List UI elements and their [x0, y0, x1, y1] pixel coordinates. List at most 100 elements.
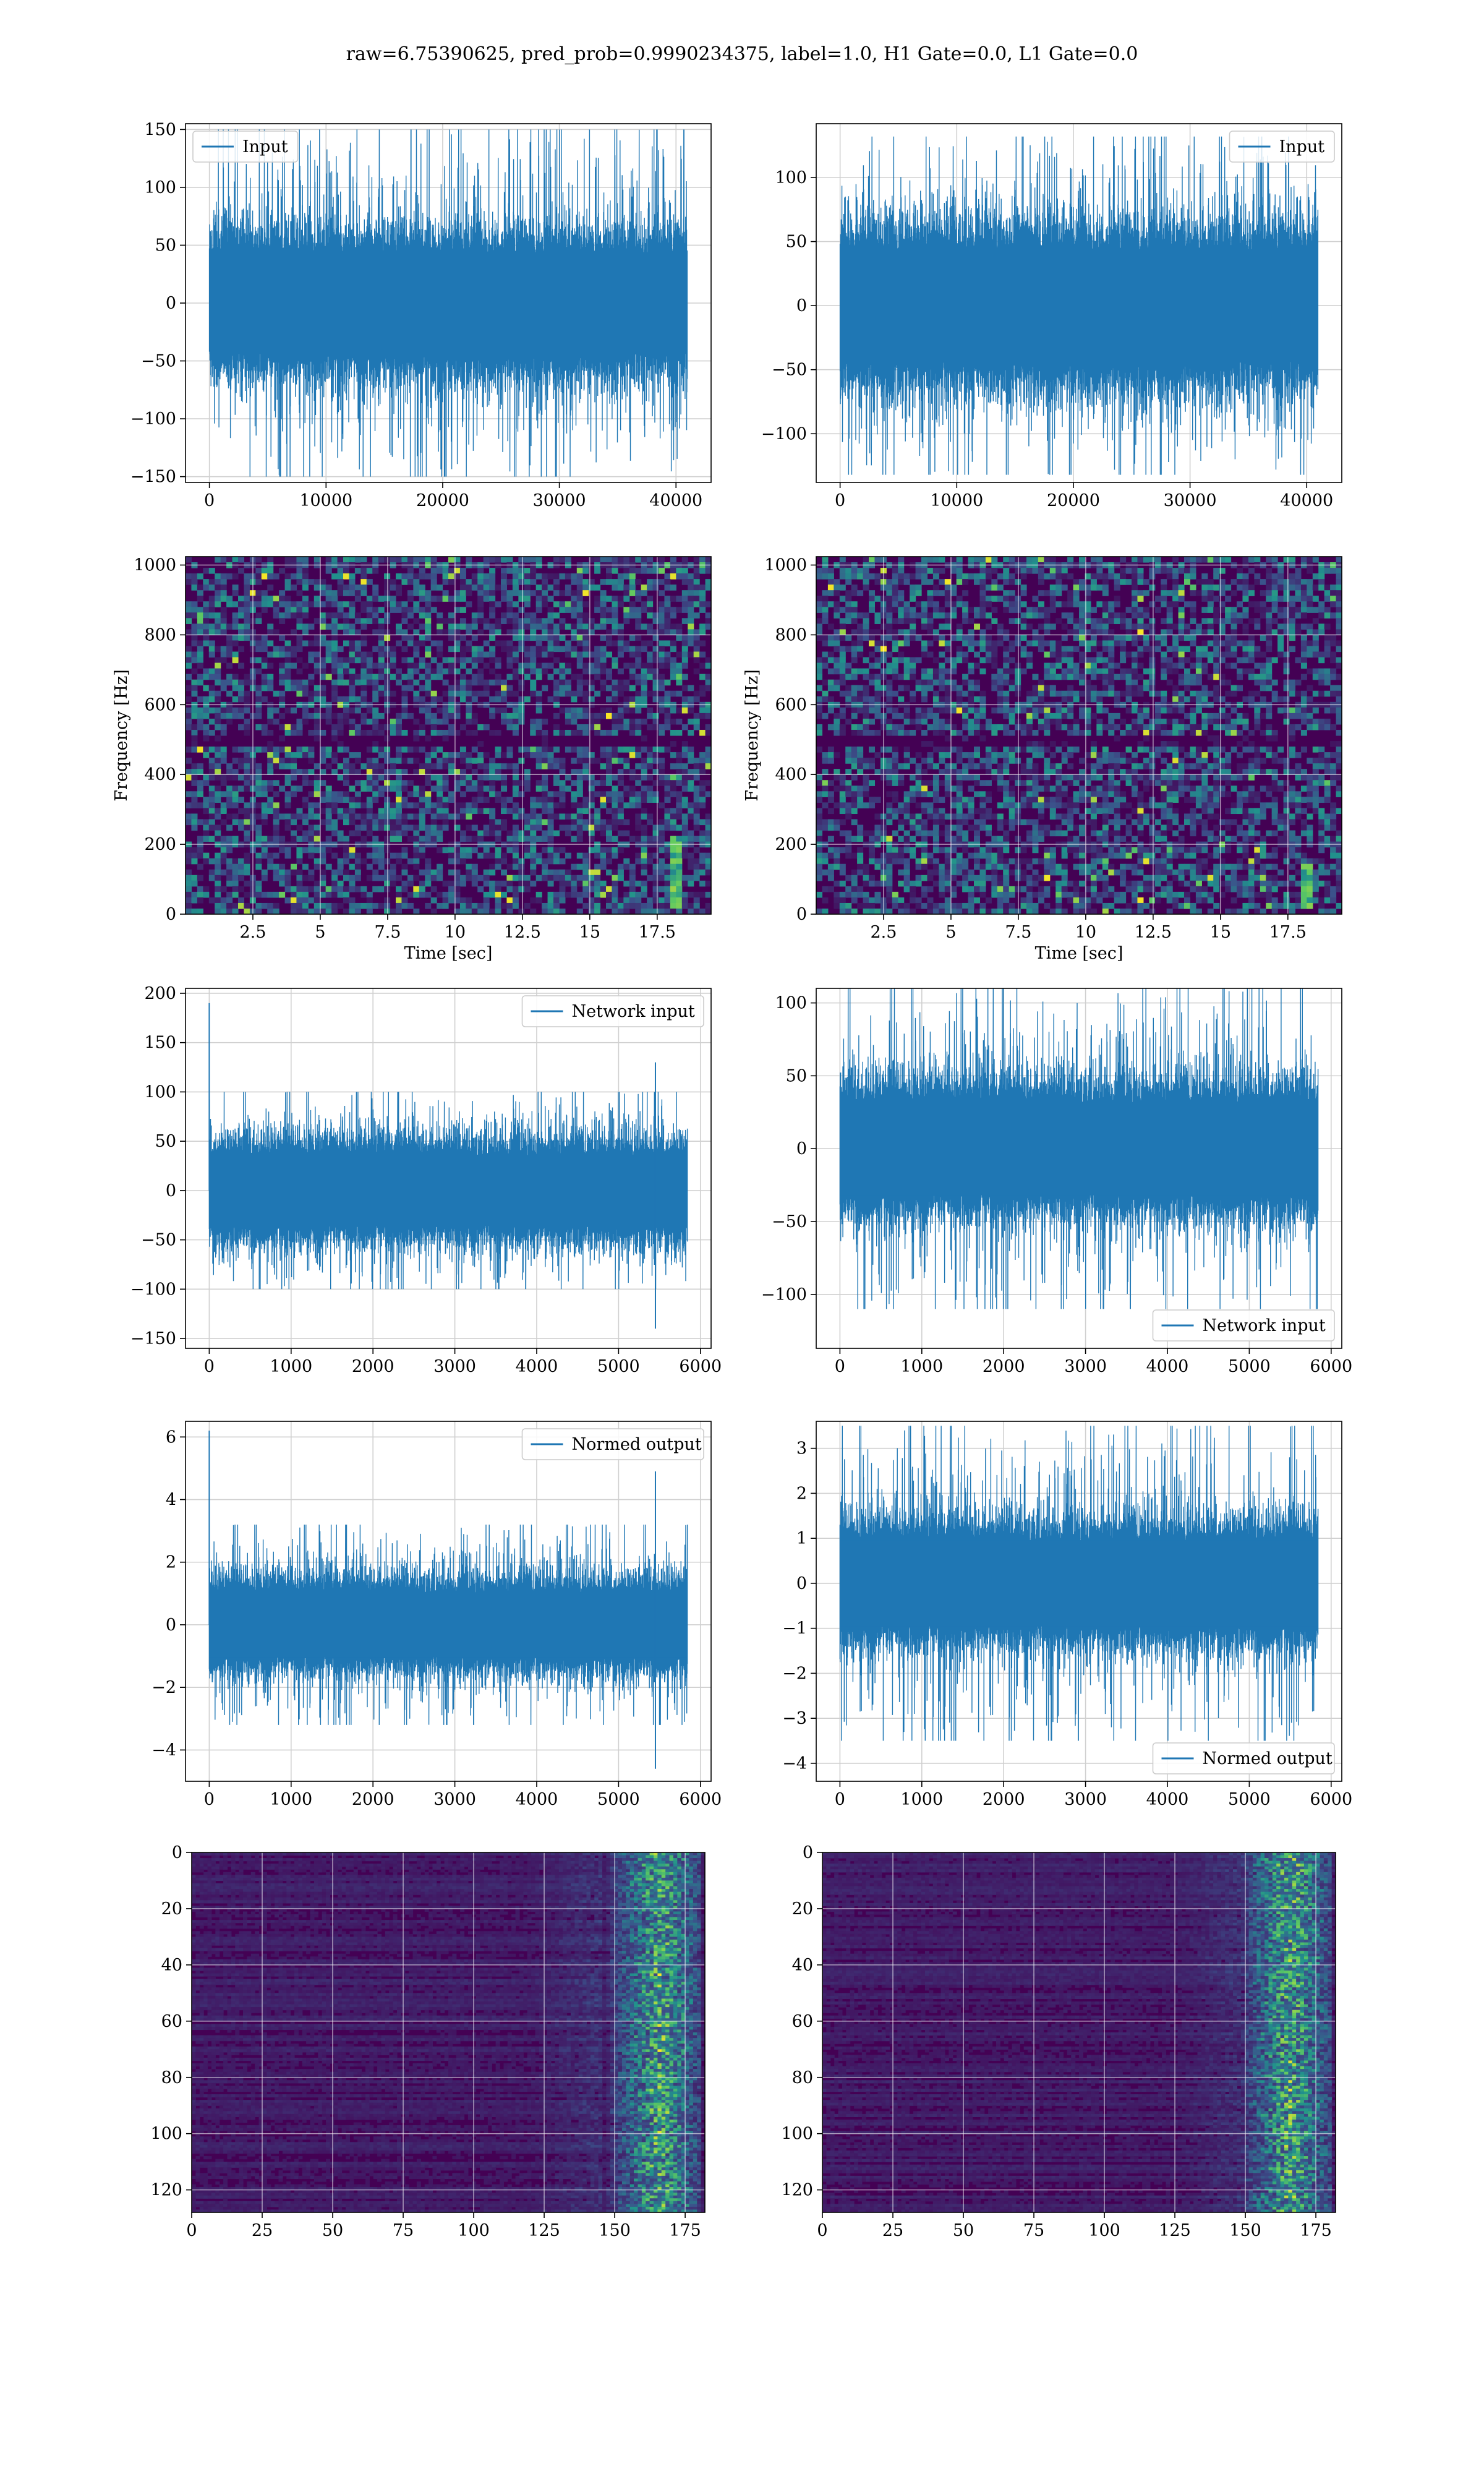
- y-tick-label: 4: [166, 1491, 176, 1510]
- x-tick-label: 2000: [352, 1357, 394, 1376]
- y-tick-label: −100: [130, 1280, 176, 1299]
- x-tick-label: 5: [945, 923, 956, 942]
- x-tick-label: 5000: [1228, 1790, 1271, 1809]
- panel-h1-normed-output: 0 1000 2000 3000 4000 5000 6000 −4 −2 0 2 4 6 Normed …: [151, 1421, 722, 1809]
- y-tick-label: 800: [775, 625, 807, 644]
- y-tick-label: −100: [761, 1285, 807, 1304]
- panel-l1-spectrogram: 2.5 5 7.5 10 12.5 15 17.5 0 200 400 600 800 1000 Time…: [743, 556, 1342, 963]
- x-tick-label: 7.5: [1005, 923, 1031, 942]
- x-tick-label: 100: [458, 2221, 490, 2240]
- y-tick-label: 1000: [764, 556, 807, 575]
- legend: Network input: [521, 995, 704, 1027]
- x-tick-label: 10: [445, 923, 466, 942]
- x-tick-label: 20000: [1047, 491, 1100, 510]
- plot-area: [186, 988, 711, 1348]
- x-tick-label: 6000: [679, 1790, 722, 1809]
- y-tick-label: 60: [161, 2012, 182, 2031]
- x-tick-label: 3000: [1064, 1357, 1107, 1376]
- ticks: 0 1000 2000 3000 4000 5000 6000 −4 −3 −2 −1 0 1 2 3: [782, 1439, 1352, 1809]
- x-tick-label: 3000: [433, 1357, 476, 1376]
- plot-area: [186, 1421, 711, 1781]
- y-tick-label: 2: [796, 1484, 807, 1503]
- axes-frame: [185, 988, 712, 1349]
- y-tick-label: 0: [166, 1616, 176, 1635]
- axes-frame: [816, 556, 1342, 915]
- y-tick-label: 50: [155, 1132, 176, 1151]
- y-axis-label: Frequency [Hz]: [112, 669, 131, 801]
- x-tick-label: 175: [669, 2221, 701, 2240]
- y-tick-label: −50: [772, 361, 807, 380]
- x-tick-label: 1000: [270, 1790, 312, 1809]
- grid: [192, 1852, 705, 2212]
- y-tick-label: −1: [782, 1619, 807, 1638]
- heatmap-cells: [192, 1852, 705, 2212]
- series-core: [840, 1102, 1318, 1196]
- ticks: 0 1000 2000 3000 4000 5000 6000 −150 −100 −50 0 50 1…: [130, 984, 722, 1376]
- x-tick-label: 2.5: [870, 923, 897, 942]
- y-tick-label: 40: [161, 1956, 182, 1975]
- y-tick-label: 400: [775, 765, 807, 784]
- x-tick-label: 2000: [983, 1357, 1025, 1376]
- x-tick-label: 75: [1023, 2221, 1044, 2240]
- plot-area: [186, 557, 711, 914]
- y-tick-label: 100: [150, 2125, 182, 2144]
- y-tick-label: −50: [141, 352, 176, 371]
- axes-frame: [816, 123, 1342, 483]
- x-axis-label: Time [sec]: [404, 944, 493, 963]
- y-tick-label: 800: [144, 625, 176, 644]
- y-tick-label: −100: [761, 424, 807, 443]
- x-tick-label: 4000: [516, 1357, 558, 1376]
- series-core: [209, 1155, 688, 1226]
- y-tick-label: 600: [144, 695, 176, 714]
- legend: Normed output: [521, 1428, 704, 1460]
- x-tick-label: 15: [579, 923, 600, 942]
- x-tick-label: 17.5: [1269, 923, 1307, 942]
- legend: Input: [192, 131, 299, 163]
- y-tick-label: 1: [796, 1529, 807, 1548]
- legend: Network input: [1152, 1309, 1335, 1342]
- x-tick-label: 75: [393, 2221, 414, 2240]
- y-tick-label: 120: [781, 2181, 813, 2200]
- axes-frame: [185, 1421, 712, 1782]
- panel-h1-spectrogram: 2.5 5 7.5 10 12.5 15 17.5 0 200 400 600 800 1000 Time…: [112, 556, 712, 963]
- x-tick-label: 4000: [516, 1790, 558, 1809]
- x-tick-label: 50: [953, 2221, 974, 2240]
- x-tick-label: 5000: [597, 1357, 640, 1376]
- y-tick-label: 200: [144, 835, 176, 854]
- x-tick-label: 40000: [649, 491, 702, 510]
- grid: [822, 1852, 1336, 2212]
- legend: Input: [1229, 131, 1335, 163]
- plot-area: [822, 1852, 1336, 2212]
- y-tick-label: 0: [803, 1843, 813, 1862]
- grid: [816, 557, 1342, 914]
- y-tick-label: 60: [792, 2012, 813, 2031]
- x-tick-label: 5000: [1228, 1357, 1271, 1376]
- ticks: 0 1000 2000 3000 4000 5000 6000 −4 −2 0 2 4 6: [151, 1427, 722, 1809]
- x-tick-label: 6000: [1310, 1790, 1352, 1809]
- figure-title: raw=6.75390625, pred_prob=0.9990234375, …: [0, 43, 1484, 65]
- y-tick-label: −150: [130, 468, 176, 487]
- y-tick-label: 0: [796, 1139, 807, 1158]
- legend: Normed output: [1152, 1742, 1335, 1774]
- y-tick-label: 400: [144, 765, 176, 784]
- ticks: 0 10000 20000 30000 40000 −150 −100 −50 0 50 100 15…: [130, 120, 702, 510]
- y-tick-label: 200: [775, 835, 807, 854]
- x-tick-label: 30000: [1164, 491, 1217, 510]
- x-tick-label: 3000: [1064, 1790, 1107, 1809]
- y-axis-label: Frequency [Hz]: [743, 669, 762, 801]
- x-tick-label: 0: [186, 2221, 197, 2240]
- y-tick-label: 6: [166, 1427, 176, 1447]
- y-tick-label: 50: [786, 233, 807, 252]
- x-tick-label: 50: [322, 2221, 343, 2240]
- plot-area: [816, 988, 1342, 1348]
- x-tick-label: 175: [1300, 2221, 1332, 2240]
- y-tick-label: 0: [172, 1843, 182, 1862]
- x-tick-label: 40000: [1280, 491, 1333, 510]
- axes-frame: [816, 988, 1342, 1349]
- x-tick-label: 100: [1088, 2221, 1120, 2240]
- x-tick-label: 4000: [1146, 1357, 1189, 1376]
- y-tick-label: −2: [151, 1678, 176, 1697]
- panel-l1-network-input: 0 1000 2000 3000 4000 5000 6000 −100 −50 0 50 100 Ne…: [761, 988, 1352, 1376]
- x-tick-label: 6000: [1310, 1357, 1352, 1376]
- legend-label: Network input: [1203, 1316, 1326, 1335]
